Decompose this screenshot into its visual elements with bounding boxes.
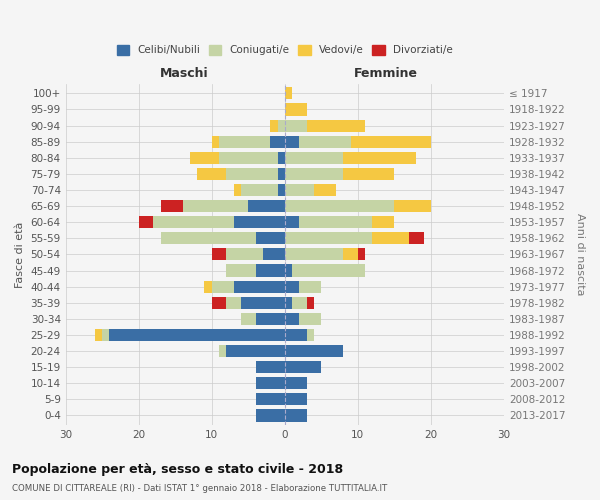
Bar <box>285 88 292 100</box>
Bar <box>256 313 285 325</box>
Bar <box>233 216 285 228</box>
Bar <box>256 377 285 390</box>
Y-axis label: Fasce di età: Fasce di età <box>15 221 25 288</box>
Bar <box>299 280 322 292</box>
Bar <box>343 168 394 180</box>
Text: COMUNE DI CITTAREALE (RI) - Dati ISTAT 1° gennaio 2018 - Elaborazione TUTTITALIA: COMUNE DI CITTAREALE (RI) - Dati ISTAT 1… <box>12 484 387 493</box>
Bar <box>102 329 109 341</box>
Bar <box>278 184 285 196</box>
Bar <box>226 248 263 260</box>
Bar <box>285 104 307 116</box>
Bar <box>373 216 394 228</box>
Bar <box>285 200 394 212</box>
Bar <box>285 136 299 147</box>
Bar <box>285 345 343 357</box>
Bar <box>307 120 365 132</box>
Bar <box>95 329 102 341</box>
Bar <box>285 264 292 276</box>
Bar <box>285 313 299 325</box>
Bar <box>285 184 314 196</box>
Bar <box>205 280 212 292</box>
Bar <box>190 152 219 164</box>
Bar <box>256 232 285 244</box>
Text: Popolazione per età, sesso e stato civile - 2018: Popolazione per età, sesso e stato civil… <box>12 462 343 475</box>
Bar <box>248 200 285 212</box>
Bar <box>226 168 278 180</box>
Bar <box>278 120 285 132</box>
Bar <box>292 264 365 276</box>
Bar <box>212 296 226 309</box>
Bar <box>161 200 182 212</box>
Bar <box>285 394 307 406</box>
Bar <box>212 136 219 147</box>
Bar <box>278 168 285 180</box>
Text: Maschi: Maschi <box>160 68 208 80</box>
Bar <box>285 296 292 309</box>
Bar <box>278 152 285 164</box>
Bar <box>285 120 307 132</box>
Bar <box>241 184 278 196</box>
Bar <box>299 313 322 325</box>
Legend: Celibi/Nubili, Coniugati/e, Vedovi/e, Divorziati/e: Celibi/Nubili, Coniugati/e, Vedovi/e, Di… <box>113 41 457 60</box>
Bar <box>219 345 226 357</box>
Bar <box>219 152 278 164</box>
Bar <box>409 232 424 244</box>
Bar <box>285 152 343 164</box>
Bar <box>256 361 285 373</box>
Bar <box>241 296 285 309</box>
Bar <box>343 152 416 164</box>
Bar <box>256 410 285 422</box>
Bar <box>219 136 270 147</box>
Bar <box>373 232 409 244</box>
Bar <box>161 232 256 244</box>
Bar <box>285 377 307 390</box>
Bar <box>233 280 285 292</box>
Text: Femmine: Femmine <box>353 68 418 80</box>
Bar <box>182 200 248 212</box>
Bar <box>285 329 307 341</box>
Bar <box>154 216 233 228</box>
Bar <box>350 136 431 147</box>
Bar <box>314 184 336 196</box>
Bar <box>307 296 314 309</box>
Bar <box>226 264 256 276</box>
Bar <box>241 313 256 325</box>
Bar <box>285 410 307 422</box>
Bar <box>285 232 373 244</box>
Bar <box>285 168 343 180</box>
Bar <box>358 248 365 260</box>
Bar <box>212 248 226 260</box>
Bar <box>197 168 226 180</box>
Bar <box>307 329 314 341</box>
Y-axis label: Anni di nascita: Anni di nascita <box>575 213 585 296</box>
Bar <box>285 280 299 292</box>
Bar <box>285 361 322 373</box>
Bar <box>270 120 278 132</box>
Bar <box>343 248 358 260</box>
Bar <box>233 184 241 196</box>
Bar <box>256 264 285 276</box>
Bar <box>299 216 373 228</box>
Bar <box>226 345 285 357</box>
Bar <box>285 216 299 228</box>
Bar <box>263 248 285 260</box>
Bar <box>109 329 285 341</box>
Bar <box>292 296 307 309</box>
Bar <box>394 200 431 212</box>
Bar <box>226 296 241 309</box>
Bar <box>285 248 343 260</box>
Bar <box>212 280 233 292</box>
Bar <box>270 136 285 147</box>
Bar <box>139 216 154 228</box>
Bar <box>299 136 350 147</box>
Bar <box>256 394 285 406</box>
